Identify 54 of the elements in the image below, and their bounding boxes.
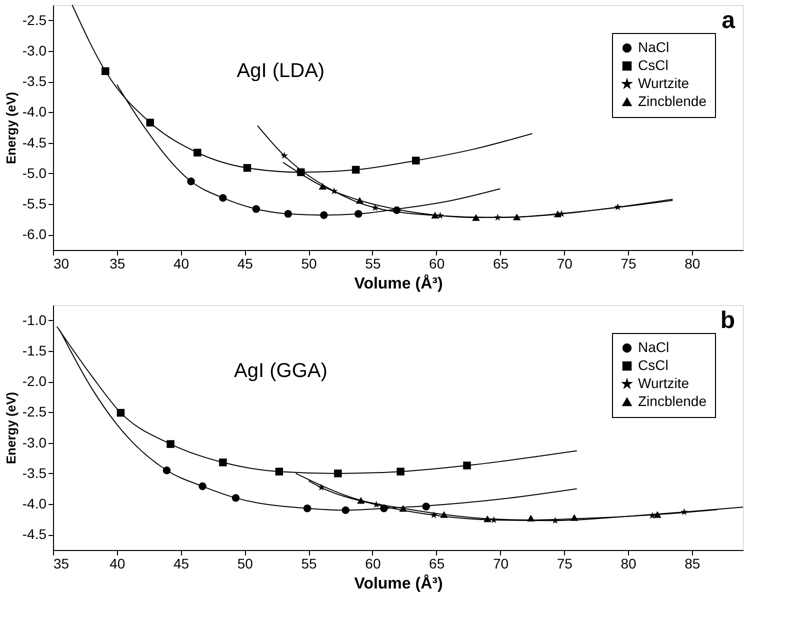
annotation: b	[720, 307, 735, 334]
annotation: AgI (LDA)	[236, 60, 325, 82]
y-tick-label: -6.0	[22, 226, 47, 242]
annotation: AgI (GGA)	[234, 360, 328, 382]
y-tick-label: -4.5	[22, 134, 47, 150]
y-tick-label: -3.5	[22, 464, 47, 481]
annotation: a	[722, 7, 736, 34]
y-axis-title: Energy (eV)	[3, 92, 18, 164]
legend-label: NaCl	[638, 39, 670, 55]
y-tick-label: -4.0	[22, 104, 47, 120]
legend-label: Zincblende	[638, 93, 707, 109]
x-tick-label: 75	[556, 556, 573, 572]
y-tick-label: -2.0	[22, 373, 47, 390]
x-tick-label: 50	[237, 556, 254, 572]
y-tick-label: -3.5	[22, 73, 47, 90]
y-tick-label: -2.5	[22, 404, 47, 420]
y-axis-title: Energy (eV)	[3, 392, 18, 464]
legend-label: CsCl	[638, 357, 668, 373]
x-tick-label: 65	[492, 256, 509, 272]
legend-label: NaCl	[638, 339, 670, 355]
legend-label: Zincblende	[638, 393, 707, 409]
legend-label: CsCl	[638, 57, 668, 73]
x-tick-label: 45	[173, 556, 190, 572]
y-tick-label: -5.5	[22, 196, 47, 212]
x-tick-label: 60	[365, 556, 381, 572]
x-tick-label: 40	[110, 556, 126, 572]
x-tick-label: 75	[620, 256, 636, 272]
x-tick-label: 55	[365, 256, 381, 272]
y-tick-label: -1.0	[22, 312, 47, 328]
x-tick-label: 55	[301, 556, 318, 572]
x-tick-label: 70	[556, 256, 573, 272]
x-tick-label: 30	[54, 256, 70, 272]
x-tick-label: 40	[173, 256, 190, 272]
x-tick-label: 45	[237, 256, 254, 272]
y-tick-label: -1.5	[22, 342, 47, 358]
y-tick-label: -4.5	[22, 526, 47, 542]
x-tick-label: 70	[492, 556, 509, 572]
x-tick-label: 60	[429, 256, 445, 272]
x-tick-label: 65	[429, 556, 445, 572]
y-tick-label: -3.0	[22, 434, 47, 450]
x-tick-label: 80	[620, 556, 636, 572]
x-tick-label: 85	[684, 556, 700, 572]
x-tick-label: 35	[54, 556, 70, 572]
x-axis-title: Volume (Å³)	[354, 574, 443, 592]
legend-label: Wurtzite	[638, 375, 690, 391]
x-tick-label: 50	[301, 256, 318, 272]
x-tick-label: 35	[110, 256, 126, 272]
y-tick-label: -5.0	[22, 164, 47, 181]
y-tick-label: -4.0	[22, 496, 47, 512]
x-axis-title: Volume (Å³)	[354, 274, 443, 292]
x-tick-label: 80	[684, 256, 700, 272]
legend-label: Wurtzite	[638, 75, 690, 91]
y-tick-label: -2.5	[22, 12, 47, 28]
y-tick-label: -3.0	[22, 42, 47, 58]
